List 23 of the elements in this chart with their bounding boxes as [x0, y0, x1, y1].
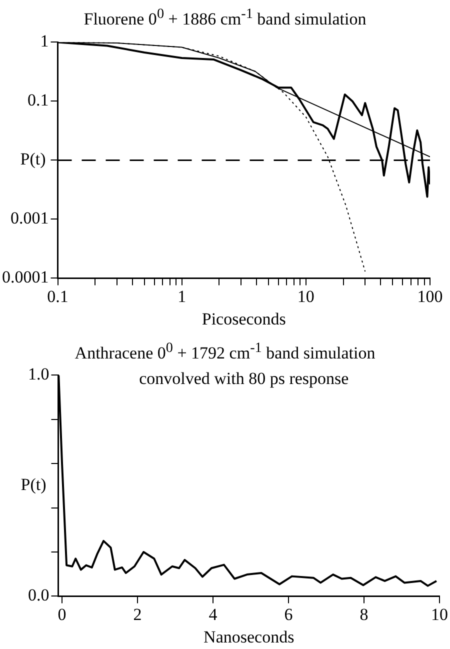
x-tick-label: 1	[178, 286, 186, 306]
chart-title: Fluorene 0$^{0}$ + 1886 cm$^{-1}$ band simulation	[82, 5, 368, 30]
y-tick-label: 0.0001	[2, 267, 49, 286]
x-tick-label: 10	[431, 605, 448, 624]
x-tick-label: 2	[133, 605, 142, 624]
y-tick-label: 0.0	[28, 586, 50, 605]
x-tick-label: 4	[208, 605, 218, 624]
x-tick-label: 0.1	[47, 286, 68, 306]
x-axis-title: Nanoseconds	[204, 628, 294, 647]
y-tick-label: 0.1	[28, 90, 49, 110]
x-tick-label: 6	[284, 605, 293, 624]
chart-subtitle: convolved with 80 ps response	[139, 369, 349, 388]
y-axis-title: P(t)	[20, 149, 46, 168]
x-tick-label: 8	[360, 605, 368, 624]
chart-title: Anthracene 0$^{0}$ + 1792 cm$^{-1}$ band simulation	[74, 338, 376, 364]
y-tick-label: 0.001	[10, 208, 49, 228]
x-tick-label: 100	[417, 286, 443, 306]
y-axis-title: P(t)	[20, 475, 46, 494]
x-tick-label: 0	[58, 605, 66, 624]
x-axis-title: Picoseconds	[202, 308, 286, 328]
y-tick-label: 1.0	[28, 364, 50, 384]
y-tick-label: 1	[40, 31, 49, 50]
x-tick-label: 10	[297, 286, 314, 306]
